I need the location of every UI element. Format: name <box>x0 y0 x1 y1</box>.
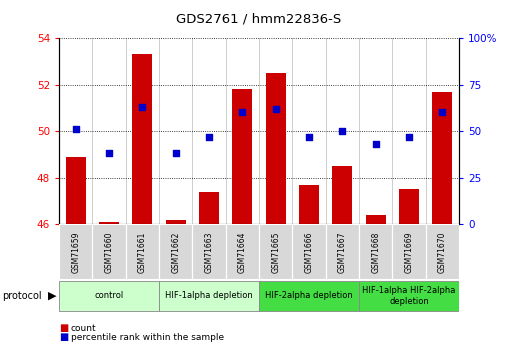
Text: control: control <box>94 291 124 300</box>
Text: HIF-1alpha HIF-2alpha
depletion: HIF-1alpha HIF-2alpha depletion <box>362 286 456 306</box>
Bar <box>259 281 359 310</box>
Point <box>271 106 280 111</box>
Text: percentile rank within the sample: percentile rank within the sample <box>71 333 224 342</box>
Bar <box>159 281 259 310</box>
Bar <box>126 224 159 279</box>
Bar <box>326 224 359 279</box>
Bar <box>199 192 219 224</box>
Text: ■: ■ <box>59 324 68 333</box>
Point <box>438 110 446 115</box>
Bar <box>92 224 126 279</box>
Bar <box>99 222 119 224</box>
Bar <box>159 224 192 279</box>
Text: count: count <box>71 324 96 333</box>
Text: GDS2761 / hmm22836-S: GDS2761 / hmm22836-S <box>176 12 342 25</box>
Text: GSM71666: GSM71666 <box>305 231 313 273</box>
Bar <box>432 91 452 224</box>
Point <box>105 151 113 156</box>
Bar <box>399 189 419 224</box>
Bar <box>392 224 426 279</box>
Text: GSM71659: GSM71659 <box>71 231 80 273</box>
Point <box>205 134 213 139</box>
Text: HIF-2alpha depletion: HIF-2alpha depletion <box>265 291 353 300</box>
Text: GSM71667: GSM71667 <box>338 231 347 273</box>
Bar <box>192 224 226 279</box>
Text: GSM71660: GSM71660 <box>105 231 113 273</box>
Text: GSM71668: GSM71668 <box>371 231 380 273</box>
Text: ▶: ▶ <box>48 291 57 300</box>
Point <box>371 141 380 147</box>
Bar <box>259 224 292 279</box>
Bar <box>299 185 319 224</box>
Bar <box>226 224 259 279</box>
Text: GSM71665: GSM71665 <box>271 231 280 273</box>
Text: GSM71670: GSM71670 <box>438 231 447 273</box>
Bar <box>132 54 152 224</box>
Text: ■: ■ <box>59 333 68 342</box>
Text: GSM71664: GSM71664 <box>238 231 247 273</box>
Bar <box>332 166 352 224</box>
Bar <box>426 224 459 279</box>
Bar <box>359 224 392 279</box>
Text: GSM71669: GSM71669 <box>405 231 413 273</box>
Bar <box>66 157 86 224</box>
Bar <box>59 224 92 279</box>
Point <box>305 134 313 139</box>
Point <box>238 110 246 115</box>
Text: GSM71662: GSM71662 <box>171 231 180 273</box>
Bar <box>359 281 459 310</box>
Text: protocol: protocol <box>3 291 42 300</box>
Point <box>138 104 146 110</box>
Point <box>71 127 80 132</box>
Point <box>405 134 413 139</box>
Bar <box>232 89 252 224</box>
Bar <box>292 224 326 279</box>
Text: GSM71661: GSM71661 <box>138 231 147 273</box>
Point <box>338 128 346 134</box>
Bar <box>266 73 286 224</box>
Text: HIF-1alpha depletion: HIF-1alpha depletion <box>165 291 253 300</box>
Point <box>171 151 180 156</box>
Bar <box>366 215 386 224</box>
Text: GSM71663: GSM71663 <box>205 231 213 273</box>
Bar <box>166 219 186 224</box>
Bar <box>59 281 159 310</box>
